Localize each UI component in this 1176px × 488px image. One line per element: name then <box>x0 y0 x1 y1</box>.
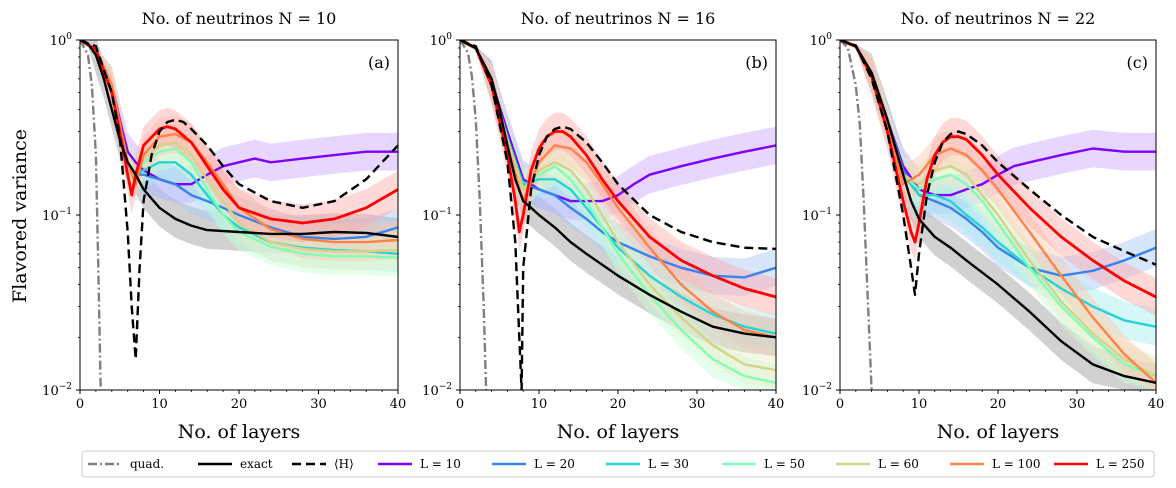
series-line-quad <box>460 40 488 390</box>
legend-label-h: ⟨H⟩ <box>334 457 354 471</box>
series-line-exact <box>80 40 398 239</box>
x-tick-label: 40 <box>768 397 785 412</box>
series-line-quad <box>840 40 873 390</box>
panel-title: No. of neutrinos N = 22 <box>901 9 1096 28</box>
band-l-50 <box>460 40 776 390</box>
band-l-250 <box>80 40 398 242</box>
band-l-60 <box>460 40 776 389</box>
legend-label-l-50: L = 50 <box>764 457 805 471</box>
x-tick-label: 30 <box>310 397 327 412</box>
x-tick-label: 0 <box>456 397 464 412</box>
legend-label-l-10: L = 10 <box>420 457 461 471</box>
y-tick-label: 10−2 <box>802 382 832 399</box>
x-tick-label: 10 <box>151 397 168 412</box>
y-tick-label: 100 <box>50 32 73 49</box>
panel-c: 0 10 20 30 40 10−2 10−1 100 No. of neutrinos N =… <box>802 9 1164 443</box>
band-l-250 <box>840 40 1156 316</box>
y-tick-label: 10−1 <box>802 207 832 224</box>
band-l-100 <box>460 40 776 357</box>
x-tick-label: 10 <box>911 397 928 412</box>
x-axis-label: No. of layers <box>937 421 1060 443</box>
y-tick-label: 10−2 <box>422 382 452 399</box>
y-tick-label: 100 <box>810 32 833 49</box>
y-axis-label: Flavored variance <box>9 129 31 303</box>
panel-letter: (a) <box>368 53 390 72</box>
x-tick-label: 20 <box>990 397 1007 412</box>
x-tick-label: 0 <box>76 397 84 412</box>
x-axis-label: No. of layers <box>178 421 301 443</box>
band-l-20 <box>460 40 776 297</box>
panel-letter: (b) <box>745 53 768 72</box>
series-line-quad <box>80 40 102 390</box>
series-line-l-250 <box>460 40 776 299</box>
series-line-h <box>460 40 776 390</box>
x-tick-label: 40 <box>1148 397 1165 412</box>
x-tick-label: 30 <box>1069 397 1086 412</box>
x-axis-label: No. of layers <box>557 421 680 443</box>
legend-label-l-60: L = 60 <box>878 457 919 471</box>
legend-label-l-100: L = 100 <box>992 457 1041 471</box>
panel-title: No. of neutrinos N = 16 <box>521 9 716 28</box>
x-tick-label: 20 <box>610 397 627 412</box>
series-line-h <box>80 40 398 361</box>
x-tick-label: 0 <box>836 397 844 412</box>
panel-letter: (c) <box>1127 53 1148 72</box>
plot-area <box>840 40 1156 390</box>
legend-label-exact: exact <box>240 457 273 471</box>
y-tick-label: 10−1 <box>42 207 72 224</box>
legend-label-l-20: L = 20 <box>534 457 575 471</box>
panel-b: 0 10 20 30 40 10−2 10−1 100 No. of neutrinos N =… <box>422 9 784 443</box>
band-l-10 <box>840 40 1156 214</box>
panel-a: 0 10 20 30 40 10−2 10−1 100 No. of neutrinos N =… <box>42 9 406 443</box>
panel-title: No. of neutrinos N = 10 <box>142 9 337 28</box>
plot-area <box>460 40 776 390</box>
legend: quad. exact ⟨H⟩ L = 10 L = 20 L = 30 L = 50 L =… <box>81 450 1155 478</box>
x-tick-label: 20 <box>231 397 248 412</box>
x-tick-label: 10 <box>531 397 548 412</box>
band-l-30 <box>460 40 776 353</box>
legend-label-l-250: L = 250 <box>1096 457 1145 471</box>
legend-label-quad: quad. <box>130 457 164 471</box>
band-l-100 <box>840 40 1156 390</box>
legend-label-l-30: L = 30 <box>648 457 689 471</box>
series-line-exact <box>460 40 776 339</box>
series-line-l-100 <box>80 40 398 244</box>
x-tick-label: 30 <box>689 397 706 412</box>
y-tick-label: 10−2 <box>42 382 72 399</box>
series-line-exact <box>840 40 1156 384</box>
plot-area <box>80 40 398 390</box>
x-tick-label: 40 <box>390 397 407 412</box>
band-exact <box>80 40 398 256</box>
y-tick-label: 100 <box>430 32 453 49</box>
y-tick-label: 10−1 <box>422 207 452 224</box>
